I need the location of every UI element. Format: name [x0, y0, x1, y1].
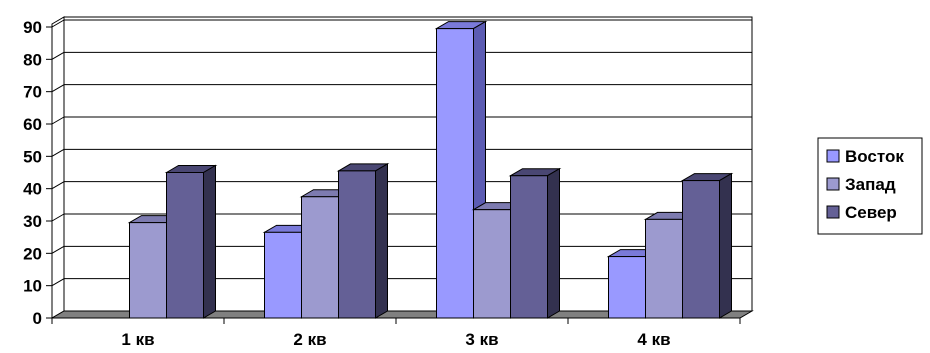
- gridline-depth: [51, 19, 65, 28]
- y-axis: 0 10 20 30 40 50 60 70 80 90: [23, 18, 53, 328]
- y-tick-label: 60: [23, 115, 42, 134]
- bar-front-face: [645, 218, 683, 319]
- chart-legend: Восток Запад Север: [817, 137, 923, 235]
- x-category-label: 2 кв: [293, 330, 326, 349]
- gridline-depth: [51, 116, 65, 125]
- legend-swatch: [826, 177, 840, 191]
- y-tick-label: 20: [23, 244, 42, 263]
- y-tick-label: 80: [23, 50, 42, 69]
- legend-swatch: [826, 205, 840, 219]
- bar-side-face: [547, 167, 560, 319]
- bar: [336, 163, 390, 319]
- gridline-depth: [51, 181, 65, 190]
- chart-bars: [127, 20, 734, 319]
- legend-swatch: [826, 149, 840, 163]
- y-tick-label: 40: [23, 180, 42, 199]
- y-tick-label: 0: [33, 309, 42, 328]
- bar-front-face: [166, 172, 204, 319]
- gridline-depth: [51, 245, 65, 254]
- gridline-depth: [51, 51, 65, 60]
- y-tick-label: 70: [23, 83, 42, 102]
- y-tick-label: 50: [23, 147, 42, 166]
- gridline-depth: [51, 278, 65, 287]
- bar-front-face: [682, 180, 720, 319]
- x-category-label: 3 кв: [465, 330, 498, 349]
- gridline-depth: [51, 148, 65, 157]
- side-wall-panel: [51, 16, 65, 319]
- gridline-depth: [51, 213, 65, 222]
- y-tick-label: 10: [23, 277, 42, 296]
- legend-label: Запад: [845, 175, 896, 194]
- bar: [508, 167, 562, 319]
- legend-label: Восток: [845, 147, 904, 166]
- bar-front-face: [510, 175, 548, 319]
- bar-front-face: [264, 231, 302, 319]
- bar-side-face: [203, 164, 216, 319]
- legend-label: Север: [845, 203, 897, 222]
- x-category-label: 4 кв: [637, 330, 670, 349]
- bar-front-face: [338, 170, 376, 319]
- bar-front-face: [129, 222, 167, 319]
- gridline-depth: [51, 84, 65, 93]
- bar-front-face: [473, 209, 511, 319]
- x-category-label: 1 кв: [121, 330, 154, 349]
- bar-side-face: [719, 172, 732, 319]
- x-axis: 1 кв 2 кв 3 кв 4 кв: [51, 317, 741, 349]
- bar-front-face: [436, 28, 474, 319]
- bar-side-face: [375, 163, 388, 319]
- bar-front-face: [608, 256, 646, 319]
- bar-front-face: [301, 196, 339, 319]
- y-tick-label: 30: [23, 212, 42, 231]
- bar: [164, 164, 218, 319]
- y-tick-label: 90: [23, 18, 42, 37]
- bar: [680, 172, 734, 319]
